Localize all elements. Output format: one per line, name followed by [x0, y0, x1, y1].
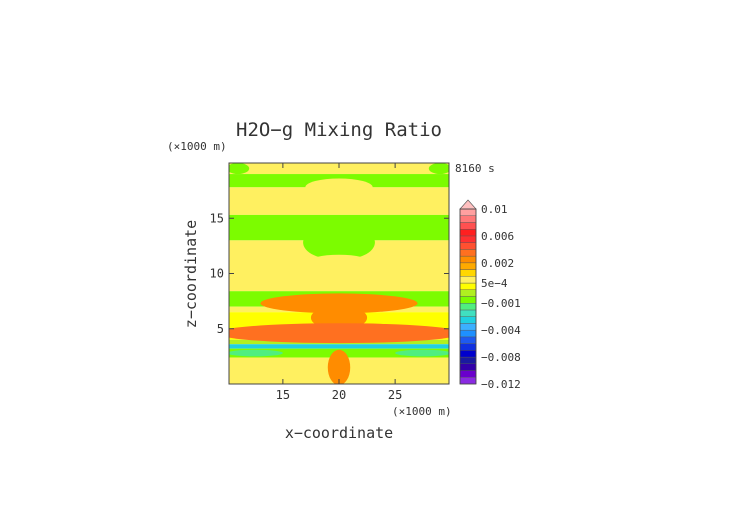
- colorbar-cell: [459, 350, 477, 358]
- x-unit-label: (×1000 m): [392, 405, 452, 418]
- field-blob: [260, 293, 418, 314]
- colorbar-cell: [459, 316, 477, 324]
- colorbar-tick-label: −0.008: [481, 351, 521, 364]
- colorbar-tick-label: 0.01: [481, 203, 508, 216]
- colorbar-cell: [459, 356, 477, 365]
- colorbar-cell: [459, 323, 477, 331]
- colorbar-legend: 0.01 0.006 0.002 5e−4 −0.001 −0.004 −0.008 −0.0…: [459, 199, 521, 391]
- colorbar-frame: [459, 208, 477, 385]
- colorbar-cell: [459, 303, 477, 311]
- colorbar-cell: [459, 363, 477, 371]
- colorbar-cell: [459, 289, 477, 297]
- field-blob: [428, 163, 449, 175]
- x-axis: 15 20 25: [276, 163, 402, 402]
- chart-title: H2O−g Mixing Ratio: [236, 119, 442, 141]
- colorbar-cell: [459, 377, 477, 385]
- field-blob: [303, 224, 375, 261]
- colorbar-extend-arrow: [459, 199, 477, 210]
- field-band: [229, 163, 449, 175]
- colorbar-cell: [459, 329, 477, 338]
- field-blob: [395, 349, 449, 357]
- colorbar-cell: [459, 242, 477, 250]
- colorbar-tick-label: −0.004: [481, 324, 521, 337]
- colorbar-cell: [459, 336, 477, 344]
- x-tick-label: 15: [276, 388, 290, 402]
- colorbar-tick-label: 0.002: [481, 257, 514, 270]
- y-tick-label: 10: [210, 267, 224, 281]
- y-unit-label: (×1000 m): [167, 140, 227, 153]
- field-band: [229, 344, 449, 349]
- colorbar-cell: [459, 222, 477, 230]
- y-tick-label: 15: [210, 211, 224, 225]
- colorbar-cell: [459, 370, 477, 378]
- x-tick-label: 20: [332, 388, 346, 402]
- colorbar-cell: [459, 215, 477, 223]
- colorbar-cell: [459, 262, 477, 270]
- field-blob: [307, 254, 371, 271]
- time-label: 8160 s: [455, 162, 495, 175]
- colorbar-tick-label: 5e−4: [481, 277, 508, 290]
- colorbar-cell: [459, 208, 477, 216]
- y-tick-label: 5: [217, 322, 224, 336]
- colorbar-cell: [459, 269, 477, 277]
- colorbar-cell: [459, 282, 477, 290]
- plot-area: [228, 162, 450, 385]
- colorbar-cell: [459, 235, 477, 243]
- x-axis-label: x−coordinate: [285, 424, 393, 442]
- field-blob: [229, 323, 449, 344]
- colorbar-tick-label: −0.001: [481, 297, 521, 310]
- contour-field: [229, 163, 449, 384]
- colorbar-cell: [459, 249, 477, 257]
- colorbar-cell: [459, 296, 477, 304]
- colorbar-tick-label: 0.006: [481, 230, 514, 243]
- y-axis: 5 10 15: [210, 211, 449, 336]
- field-blob: [229, 163, 250, 175]
- field-blob: [305, 178, 373, 197]
- y-axis-label: z−coordinate: [182, 220, 200, 328]
- colorbar-tick-label: −0.012: [481, 378, 521, 391]
- field-blob: [327, 349, 351, 384]
- colorbar-cell: [459, 255, 477, 264]
- colorbar-cell: [459, 309, 477, 317]
- field-blob: [229, 349, 283, 357]
- x-tick-label: 25: [388, 388, 402, 402]
- colorbar-cell: [459, 343, 477, 351]
- colorbar-cell: [459, 276, 477, 284]
- colorbar-cell: [459, 228, 477, 237]
